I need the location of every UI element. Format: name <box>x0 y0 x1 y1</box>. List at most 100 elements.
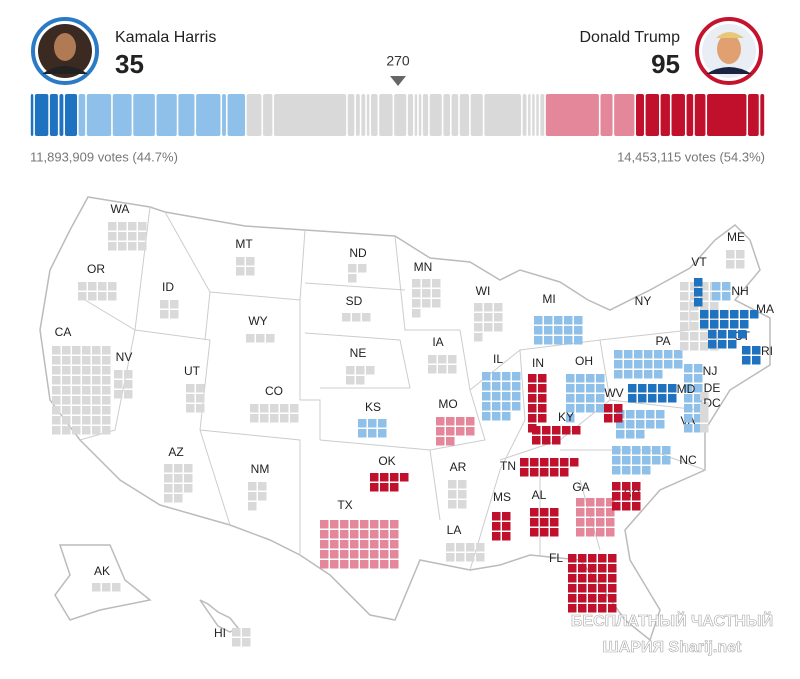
ev-tile <box>530 508 539 517</box>
ev-tile <box>124 390 133 399</box>
ev-tile <box>616 420 625 429</box>
state-ev <box>694 278 703 307</box>
ev-tile <box>102 426 111 435</box>
ev-tile <box>436 417 445 426</box>
bar-segment <box>418 94 422 136</box>
bar-segment <box>686 94 694 136</box>
ev-tile <box>700 424 709 433</box>
ev-tile <box>624 360 633 369</box>
ev-tile <box>476 553 485 562</box>
bar-segment <box>222 94 226 136</box>
trump-avatar <box>695 17 763 85</box>
ev-tile <box>82 356 91 365</box>
bar-segment <box>614 94 635 136</box>
state-ev <box>708 330 747 349</box>
state-label: VT <box>691 255 707 269</box>
ev-tile <box>270 404 279 413</box>
ev-tile <box>186 394 195 403</box>
ev-tile <box>340 530 349 539</box>
ev-tile <box>554 326 563 335</box>
ev-tile <box>568 554 577 563</box>
ev-tile <box>492 382 501 391</box>
ev-tile <box>128 232 137 241</box>
ev-tile <box>360 540 369 549</box>
state-ev <box>530 508 559 537</box>
bar-segment <box>760 94 765 136</box>
ev-tile <box>446 553 455 562</box>
ev-tile <box>624 350 633 359</box>
ev-tile <box>348 274 357 283</box>
ev-tile <box>492 402 501 411</box>
ev-tile <box>118 222 127 231</box>
ev-tile <box>710 302 719 311</box>
ev-tile <box>62 376 71 385</box>
ev-tile <box>614 360 623 369</box>
ev-tile <box>400 473 409 482</box>
state-ev <box>114 370 133 399</box>
ev-tile <box>484 323 493 332</box>
ev-tile <box>632 492 641 501</box>
ev-tile <box>656 420 665 429</box>
ev-tile <box>242 628 251 637</box>
ev-tile <box>528 414 537 423</box>
state-label: HI <box>214 626 226 640</box>
ev-tile <box>492 372 501 381</box>
state-label: OK <box>378 454 395 468</box>
ev-tile <box>350 540 359 549</box>
ev-tile <box>466 543 475 552</box>
ev-tile <box>586 498 595 507</box>
ev-tile <box>246 267 255 276</box>
state-label: ID <box>162 280 174 294</box>
ev-tile <box>576 384 585 393</box>
state-ev <box>492 512 511 541</box>
ev-tile <box>174 494 183 503</box>
ev-tile <box>270 414 279 423</box>
state-ev <box>474 303 503 342</box>
ev-tile <box>78 282 87 291</box>
bar-segment <box>407 94 414 136</box>
ev-tile <box>350 530 359 539</box>
ev-tile <box>102 376 111 385</box>
state-ev <box>604 404 623 423</box>
state-ev <box>236 257 255 276</box>
ev-tile <box>646 410 655 419</box>
state-ev <box>568 554 617 613</box>
ev-tile <box>370 473 379 482</box>
ev-tile <box>532 436 541 445</box>
ev-tile <box>502 392 511 401</box>
ev-tile <box>330 540 339 549</box>
ev-tile <box>554 336 563 345</box>
ev-tile <box>684 414 693 423</box>
state-label: NE <box>350 346 367 360</box>
ev-tile <box>638 394 647 403</box>
ev-tile <box>540 518 549 527</box>
ev-tile <box>532 426 541 435</box>
ev-tile <box>680 292 689 301</box>
ev-tile <box>700 332 709 341</box>
ev-tile <box>82 386 91 395</box>
right-ev: 95 <box>651 49 680 79</box>
ev-tile <box>586 508 595 517</box>
ev-tile <box>412 299 421 308</box>
bar-segment <box>636 94 644 136</box>
bar-segment <box>64 94 78 136</box>
ev-tile <box>596 374 605 383</box>
ev-tile <box>596 508 605 517</box>
ev-tile <box>92 346 101 355</box>
ev-tile <box>576 394 585 403</box>
ev-tile <box>412 279 421 288</box>
ev-tile <box>52 386 61 395</box>
ev-tile <box>720 310 729 319</box>
ev-tile <box>128 222 137 231</box>
ev-tile <box>358 429 367 438</box>
ev-tile <box>568 574 577 583</box>
ev-tile <box>412 289 421 298</box>
ev-tile <box>390 560 399 569</box>
ev-tile <box>684 424 693 433</box>
ev-tile <box>566 394 575 403</box>
ev-tile <box>248 492 257 501</box>
state-label: MI <box>542 292 555 306</box>
ev-tile <box>248 502 257 511</box>
ev-tile <box>612 492 621 501</box>
ev-tile <box>586 518 595 527</box>
